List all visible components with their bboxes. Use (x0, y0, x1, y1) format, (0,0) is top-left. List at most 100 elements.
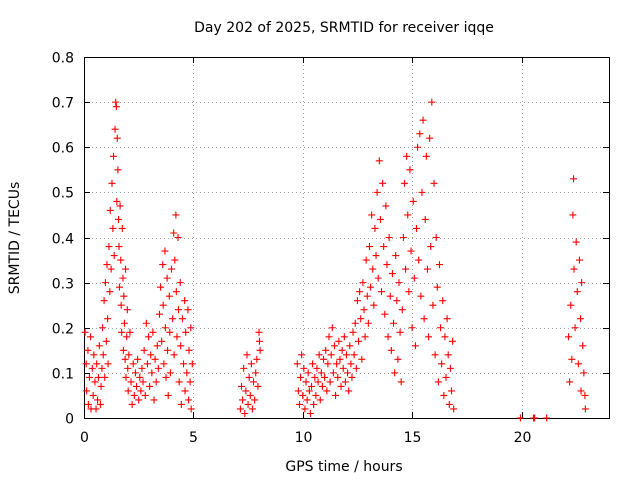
data-point (370, 301, 378, 309)
y-tick-label: 0.1 (52, 367, 74, 383)
data-point (107, 265, 115, 273)
data-point (297, 373, 305, 381)
x-tick-label: 0 (80, 430, 89, 446)
data-point (427, 243, 435, 251)
data-point (301, 405, 309, 413)
data-point (82, 360, 90, 368)
data-point (396, 328, 404, 336)
data-point (302, 378, 310, 386)
data-point (140, 346, 148, 354)
data-point (181, 387, 189, 395)
data-point (164, 391, 172, 399)
data-point (303, 396, 311, 404)
data-point (329, 369, 337, 377)
data-point (251, 396, 259, 404)
data-point (177, 342, 185, 350)
data-point (161, 324, 169, 332)
y-tick-label: 0.8 (52, 51, 74, 67)
data-point (337, 382, 345, 390)
data-point (159, 261, 167, 269)
data-point (423, 265, 431, 273)
data-point (175, 378, 183, 386)
data-point (362, 256, 370, 264)
data-point (373, 188, 381, 196)
data-point (112, 103, 120, 111)
data-point (566, 378, 574, 386)
data-point (363, 292, 371, 300)
data-point (109, 224, 117, 232)
data-point (131, 369, 139, 377)
data-point (441, 333, 449, 341)
data-point (95, 342, 103, 350)
data-point (110, 152, 118, 160)
data-point (304, 369, 312, 377)
data-point (128, 400, 136, 408)
data-point (430, 179, 438, 187)
y-tick-label: 0.5 (52, 186, 74, 202)
data-point (126, 328, 134, 336)
data-point (580, 369, 588, 377)
x-tick-label: 20 (514, 430, 532, 446)
data-point (355, 337, 363, 345)
data-point (311, 373, 319, 381)
data-point (142, 319, 150, 327)
data-point (153, 342, 161, 350)
data-point (378, 288, 385, 296)
data-point (399, 234, 407, 241)
data-point (384, 333, 392, 341)
data-point (349, 328, 357, 336)
data-point (338, 346, 346, 354)
data-point (114, 166, 122, 174)
data-point (446, 364, 454, 372)
y-tick-label: 0.4 (52, 232, 74, 248)
data-point (450, 405, 458, 413)
data-point (317, 369, 325, 377)
data-point (433, 283, 441, 291)
data-point (124, 364, 132, 372)
data-point (162, 373, 170, 381)
data-point (388, 270, 396, 278)
data-point (344, 369, 352, 377)
data-point (239, 396, 247, 404)
data-point (252, 369, 260, 377)
data-point (108, 179, 116, 187)
data-point (178, 315, 186, 323)
data-point (100, 297, 108, 305)
data-point (335, 337, 343, 345)
data-point (170, 229, 178, 237)
data-point (327, 351, 335, 359)
data-point (387, 346, 395, 354)
data-point (578, 279, 586, 287)
data-point (90, 351, 98, 359)
data-point (106, 288, 114, 296)
data-point (101, 373, 109, 381)
data-point (567, 301, 575, 309)
data-point (115, 215, 123, 223)
data-point (414, 143, 422, 151)
data-point (242, 387, 250, 395)
data-point (176, 279, 184, 287)
data-point (118, 224, 126, 232)
data-point (99, 351, 107, 359)
data-point (115, 243, 123, 251)
data-point (417, 292, 425, 300)
data-point (341, 378, 349, 386)
data-point (88, 364, 96, 372)
data-point (298, 351, 306, 359)
data-point (143, 360, 151, 368)
data-point (254, 382, 262, 390)
data-point (448, 387, 455, 395)
data-point (243, 351, 251, 359)
data-point (247, 360, 255, 368)
data-point (241, 409, 249, 417)
data-point (340, 333, 348, 341)
data-point (330, 342, 338, 350)
data-point (358, 355, 366, 363)
chart-title: Day 202 of 2025, SRMTID for receiver iqq… (194, 20, 494, 36)
y-tick-label: 0.2 (52, 322, 74, 338)
data-point (390, 319, 398, 327)
data-point (326, 378, 334, 386)
data-point (391, 369, 399, 377)
data-point (410, 274, 418, 282)
data-point (184, 306, 192, 314)
